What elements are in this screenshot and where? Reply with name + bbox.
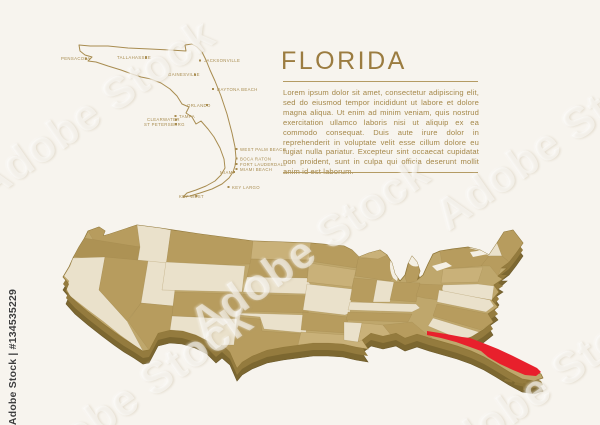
state-nevada: [98, 256, 149, 322]
city-label-daytona-beach: DAYTONA BEACH: [217, 87, 258, 92]
city-label-key-west: KEY WEST: [179, 194, 204, 199]
state-pennsylvania: [440, 266, 484, 284]
watermark-id-label: Adobe Stock | #134535229: [7, 288, 19, 425]
city-label-tampa: TAMPA: [179, 114, 195, 119]
state-idaho: [136, 225, 172, 267]
key-island-extrusion: [523, 383, 526, 390]
state-ohio: [389, 281, 421, 303]
florida-keys: [504, 379, 532, 390]
city-markers: [85, 56, 238, 197]
key-island: [514, 382, 524, 387]
florida-state-outline: [78, 43, 237, 198]
city-label-jacksonville: JACKSONVILLE: [204, 58, 240, 63]
city-marker: [212, 88, 214, 90]
city-labels: PENSACOLA TALLAHASSEE JACKSONVILLE GAINE…: [61, 55, 287, 199]
city-marker: [227, 186, 230, 188]
city-label-miami: MIAMI: [220, 170, 234, 175]
city-label-tallahassee: TALLAHASSEE: [117, 55, 151, 60]
city-marker: [235, 148, 238, 150]
city-label-gainesville: GAINESVILLE: [168, 72, 200, 77]
florida-outline-map: PENSACOLA TALLAHASSEE JACKSONVILLE GAINE…: [61, 43, 287, 199]
state-kansas: [238, 293, 311, 314]
city-label-st-petersburg: ST PETERSBURG: [144, 122, 185, 127]
page-title: FLORIDA: [281, 47, 407, 75]
state-south-dakota: [246, 258, 310, 279]
state-tennessee: [345, 311, 413, 323]
city-label-pensacola: PENSACOLA: [61, 56, 90, 61]
city-label-boca-raton: BOCA RATON: [240, 157, 271, 162]
state-virginia: [436, 289, 495, 313]
city-label-clearwater: CLEARWATER: [147, 117, 180, 122]
title-divider: [283, 81, 478, 83]
state-north-dakota: [250, 240, 312, 261]
highlighted-state-florida: [427, 331, 541, 376]
city-marker: [235, 157, 238, 160]
city-marker: [206, 104, 208, 106]
state-new-mexico: [169, 315, 238, 350]
city-marker: [85, 57, 87, 60]
city-marker: [175, 118, 177, 121]
key-island: [504, 379, 513, 383]
state-massachusetts-connecticut: [480, 255, 510, 277]
key-island: [526, 380, 532, 384]
city-label-orlando: ORLANDO: [187, 103, 211, 108]
body-divider: [283, 172, 478, 174]
usa-3d-map: [62, 224, 544, 395]
state-indiana: [372, 279, 395, 303]
city-marker: [235, 168, 238, 170]
state-west-virginia: [415, 283, 444, 301]
city-marker: [233, 171, 235, 173]
city-marker: [235, 163, 238, 165]
city-label-west-palm-beach: WEST PALM BEACH: [240, 147, 286, 152]
state-iowa: [306, 262, 357, 288]
city-marker: [194, 73, 196, 76]
city-marker: [199, 59, 201, 62]
city-marker: [175, 123, 177, 125]
city-marker: [145, 56, 147, 59]
state-missouri: [302, 283, 353, 316]
city-label-fort-lauderdale: FORT LAUDERDALE: [240, 162, 287, 167]
city-label-key-largo: KEY LARGO: [232, 185, 260, 190]
state-colorado: [171, 291, 243, 319]
state-patchwork: [63, 225, 524, 369]
state-kentucky: [347, 301, 421, 313]
state-illinois: [349, 277, 378, 305]
city-marker: [195, 195, 198, 197]
city-label-miami-beach: MIAMI BEACH: [240, 167, 272, 172]
city-marker: [174, 115, 177, 117]
state-nebraska: [242, 276, 313, 295]
description-text: Lorem ipsum dolor sit amet, consectetur …: [283, 88, 479, 176]
state-montana: [165, 229, 254, 267]
lake-erie: [432, 262, 452, 271]
state-wyoming: [161, 261, 246, 293]
state-north-carolina: [432, 303, 494, 331]
